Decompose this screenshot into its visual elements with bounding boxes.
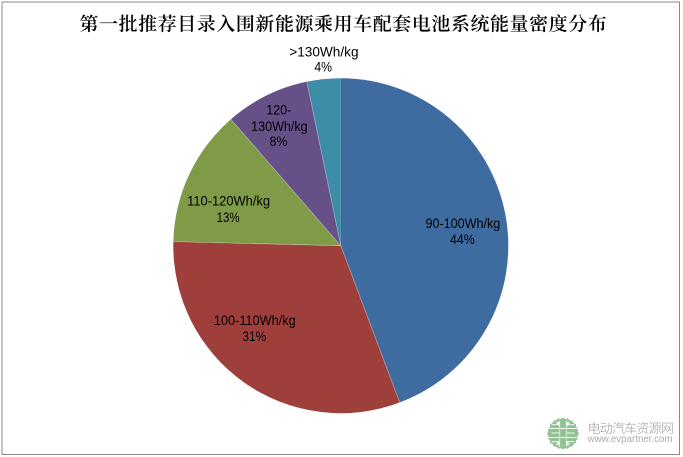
svg-text:>130Wh/kg: >130Wh/kg [289, 43, 358, 59]
svg-text:90-100Wh/kg: 90-100Wh/kg [426, 215, 501, 231]
svg-text:120-: 120- [266, 102, 291, 118]
svg-text:8%: 8% [270, 133, 288, 149]
svg-text:44%: 44% [450, 231, 475, 247]
svg-text:110-120Wh/kg: 110-120Wh/kg [187, 193, 270, 209]
svg-text:4%: 4% [314, 59, 332, 75]
svg-text:13%: 13% [217, 209, 240, 225]
svg-text:130Wh/kg: 130Wh/kg [251, 118, 308, 134]
svg-text:www.evpartner.com: www.evpartner.com [587, 433, 673, 445]
svg-text:31%: 31% [242, 328, 266, 344]
svg-text:100-110Wh/kg: 100-110Wh/kg [214, 312, 296, 328]
